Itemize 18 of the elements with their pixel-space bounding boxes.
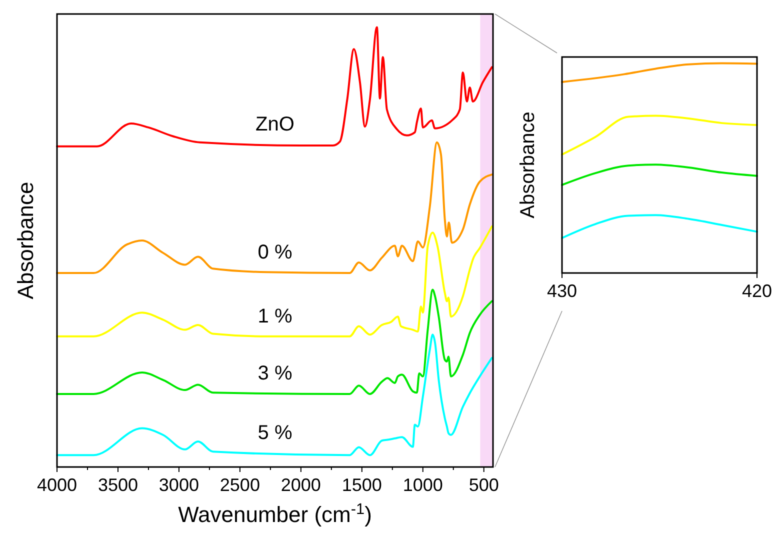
x-axis-title: Wavenumber (cm$^{-1}$): [178, 500, 372, 527]
x-tick-label: 1500: [342, 475, 382, 495]
y-axis-title: Absorbance: [13, 182, 38, 300]
x-tick-label: 4000: [36, 475, 78, 495]
x-tick-label: 2500: [220, 475, 260, 495]
x-tick-label: 420: [742, 281, 772, 301]
y-axis-title: Absorbance: [517, 112, 539, 218]
series-label: 1 %: [258, 305, 292, 328]
series-label: 3 %: [258, 362, 292, 384]
x-tick-label: 430: [546, 281, 578, 301]
series-label: 5 %: [258, 422, 292, 444]
x-tick-label: 3000: [158, 475, 199, 495]
x-tick-label: 1000: [402, 475, 443, 495]
x-tick-label: 2000: [280, 475, 321, 495]
x-tick-label: 3500: [98, 475, 138, 495]
x-tick-label: 500: [468, 475, 499, 495]
series-label: ZnO: [256, 114, 294, 136]
series-label: 0 %: [258, 241, 292, 264]
